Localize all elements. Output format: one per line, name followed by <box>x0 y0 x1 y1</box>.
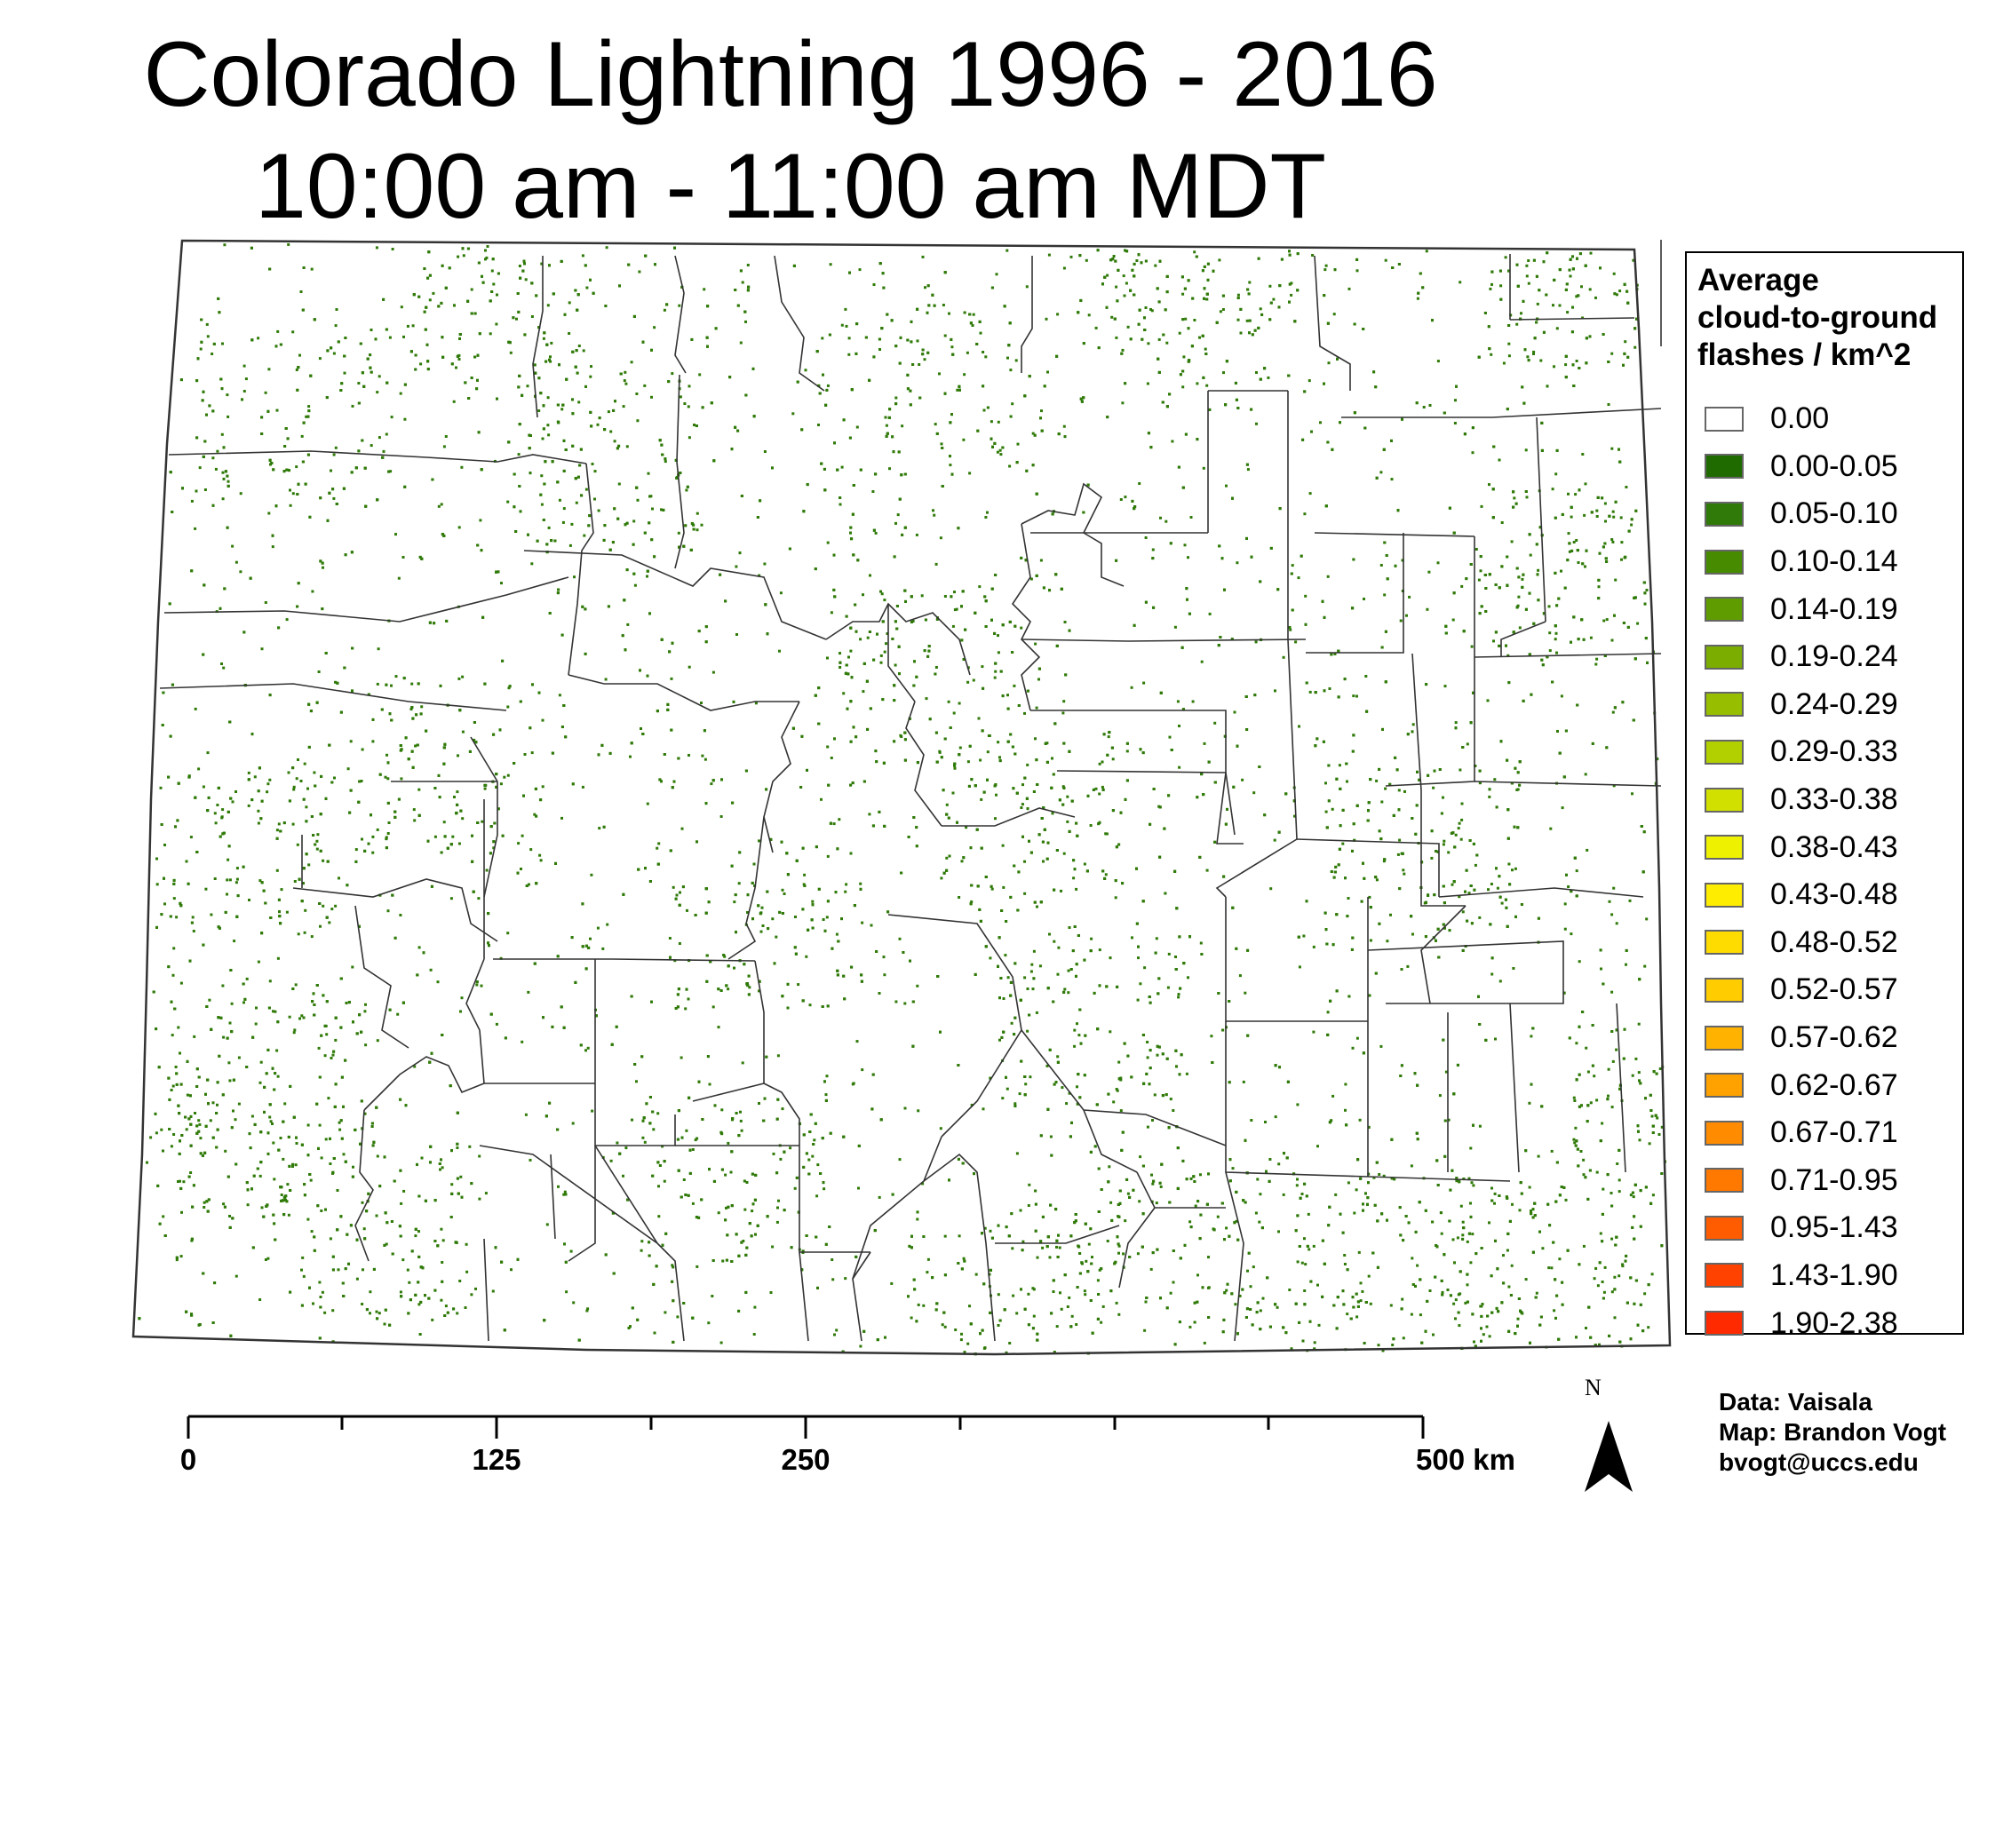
legend-swatch <box>1705 882 1744 908</box>
legend-swatch <box>1705 1311 1744 1336</box>
legend-item: 0.38-0.43 <box>1705 823 1898 871</box>
legend-label: 0.38-0.43 <box>1770 829 1898 864</box>
legend-swatch <box>1705 501 1744 527</box>
legend: Average cloud-to-ground flashes / km^2 0… <box>1685 251 1964 1340</box>
legend-item: 0.10-0.14 <box>1705 538 1898 586</box>
legend-label: 0.14-0.19 <box>1770 591 1898 626</box>
legend-label: 0.00-0.05 <box>1770 448 1898 483</box>
legend-title-line: Average <box>1697 263 1819 297</box>
legend-swatch <box>1705 1215 1744 1241</box>
legend-swatch <box>1705 787 1744 813</box>
legend-item: 0.05-0.10 <box>1705 490 1898 538</box>
scale-bar <box>187 1415 1425 1439</box>
legend-swatch <box>1705 977 1744 1003</box>
legend-item: 0.71-0.95 <box>1705 1157 1898 1205</box>
legend-swatch <box>1705 1025 1744 1051</box>
credit-data: Data: Vaisala <box>1719 1388 1872 1416</box>
legend-swatch <box>1705 930 1744 956</box>
legend-item: 0.24-0.29 <box>1705 681 1898 729</box>
legend-swatch <box>1705 835 1744 861</box>
legend-label: 0.19-0.24 <box>1770 639 1898 674</box>
legend-item: 0.95-1.43 <box>1705 1204 1898 1252</box>
north-arrow-icon <box>1585 1421 1633 1492</box>
legend-label: 0.57-0.62 <box>1770 1020 1898 1055</box>
legend-label: 1.90-2.38 <box>1770 1305 1898 1340</box>
legend-swatch <box>1705 644 1744 670</box>
legend-label: 0.05-0.10 <box>1770 496 1898 531</box>
legend-item: 0.67-0.71 <box>1705 1109 1898 1157</box>
legend-swatch <box>1705 549 1744 575</box>
credit-map: Map: Brandon Vogt <box>1719 1418 1947 1446</box>
legend-item: 1.43-1.90 <box>1705 1252 1898 1300</box>
legend-label: 0.24-0.29 <box>1770 686 1898 721</box>
legend-label: 0.29-0.33 <box>1770 734 1898 769</box>
scale-label-125: 125 <box>472 1443 521 1476</box>
legend-item: 0.19-0.24 <box>1705 633 1898 681</box>
legend-label: 0.00 <box>1770 401 1830 436</box>
legend-swatch <box>1705 1120 1744 1146</box>
legend-title-line: cloud-to-ground <box>1697 300 1938 335</box>
scale-label-250: 250 <box>781 1443 831 1476</box>
legend-swatch <box>1705 1168 1744 1194</box>
legend-title-line: flashes / km^2 <box>1697 337 1912 372</box>
lightning-density-layer <box>138 242 1666 1356</box>
legend-item: 0.33-0.38 <box>1705 776 1898 824</box>
legend-label: 1.43-1.90 <box>1770 1257 1898 1292</box>
legend-swatch <box>1705 454 1744 480</box>
legend-label: 0.95-1.43 <box>1770 1210 1898 1245</box>
legend-swatch <box>1705 1263 1744 1289</box>
legend-item: 0.00 <box>1705 395 1898 443</box>
legend-label: 0.43-0.48 <box>1770 877 1898 912</box>
county-boundaries <box>159 240 1662 1342</box>
map-title-line1: Colorado Lightning 1996 - 2016 <box>143 23 1438 126</box>
scale-label-0: 0 <box>179 1443 197 1476</box>
legend-swatch <box>1705 406 1744 432</box>
legend-item: 0.52-0.57 <box>1705 966 1898 1014</box>
north-label: N <box>1585 1375 1602 1400</box>
legend-list: 0.00 0.00-0.05 0.05-0.10 0.10-0.14 0.14-0.19… <box>1705 395 1898 1347</box>
legend-label: 0.62-0.67 <box>1770 1067 1898 1102</box>
legend-label: 0.33-0.38 <box>1770 782 1898 817</box>
legend-item: 0.62-0.67 <box>1705 1061 1898 1109</box>
legend-label: 0.71-0.95 <box>1770 1162 1898 1197</box>
colorado-state-outline <box>131 239 1672 1356</box>
credits: Data: Vaisala Map: Brandon Vogt bvogt@uc… <box>1719 1387 1946 1478</box>
legend-swatch <box>1705 739 1744 765</box>
legend-label: 0.10-0.14 <box>1770 544 1898 579</box>
legend-label: 0.67-0.71 <box>1770 1115 1898 1150</box>
legend-swatch <box>1705 1073 1744 1098</box>
legend-label: 0.48-0.52 <box>1770 924 1898 959</box>
legend-item: 0.29-0.33 <box>1705 728 1898 776</box>
legend-item: 0.00-0.05 <box>1705 443 1898 491</box>
legend-label: 0.52-0.57 <box>1770 972 1898 1007</box>
legend-swatch <box>1705 692 1744 718</box>
scale-label-500: 500 km <box>1416 1443 1515 1476</box>
legend-item: 1.90-2.38 <box>1705 1299 1898 1347</box>
legend-item: 0.57-0.62 <box>1705 1014 1898 1062</box>
legend-item: 0.14-0.19 <box>1705 585 1898 633</box>
legend-item: 0.43-0.48 <box>1705 871 1898 919</box>
legend-swatch <box>1705 597 1744 623</box>
map-title-line2: 10:00 am - 11:00 am MDT <box>254 135 1327 238</box>
legend-item: 0.48-0.52 <box>1705 919 1898 967</box>
credit-email: bvogt@uccs.edu <box>1719 1448 1919 1476</box>
legend-title: Average cloud-to-ground flashes / km^2 <box>1697 262 1937 374</box>
